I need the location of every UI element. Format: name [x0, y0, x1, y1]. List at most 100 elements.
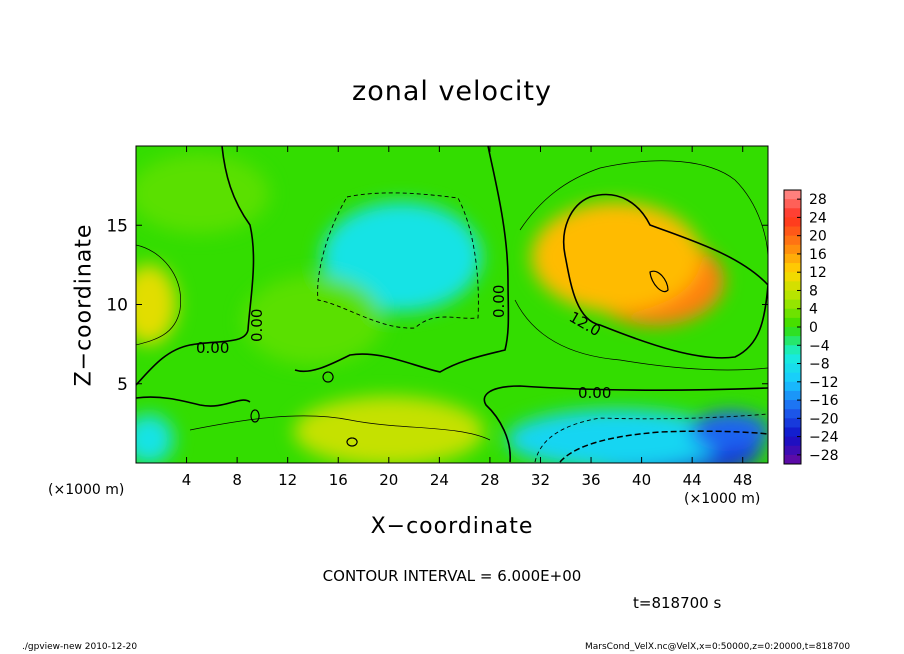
contour-zero-lower — [483, 385, 768, 463]
y-tick-label: 15 — [106, 216, 128, 236]
contour-minus-six-lower — [534, 413, 768, 463]
time-stamp: t=818700 s — [633, 594, 722, 612]
colorbar-segment — [784, 390, 801, 401]
colorbar-segment — [784, 226, 801, 237]
colorbar-segment — [784, 263, 801, 273]
x-tick-label: 48 — [733, 471, 752, 489]
field-blob — [506, 409, 727, 463]
colorbar-segment — [784, 381, 801, 392]
footer-data-source: MarsCond_VelX.nc@VelX,x=0:50000,z=0:2000… — [585, 642, 851, 652]
colorbar-label: −24 — [809, 430, 839, 446]
colorbar-segment — [784, 372, 801, 383]
y-axis-unit: (×1000 m) — [48, 482, 125, 498]
colorbar-label: 0 — [809, 320, 818, 336]
colorbar-segment — [784, 345, 801, 355]
x-tick-label: 44 — [683, 471, 702, 489]
colorbar-segment — [784, 454, 801, 465]
colorbar-segment — [784, 299, 801, 310]
x-axis-label: X−coordinate — [370, 514, 534, 539]
x-tick-label: 8 — [232, 471, 242, 489]
field-blob — [136, 264, 177, 345]
colorbar: 28 24 20 16 12 8 4 0 −4 −8 −12 −16 −20 −24 −28 — [783, 189, 839, 465]
colorbar-segment — [784, 281, 801, 291]
colorbar-label: −20 — [809, 411, 839, 427]
colorbar-label: −4 — [809, 338, 830, 354]
y-tick-label: 5 — [117, 375, 128, 395]
colorbar-label: 24 — [809, 210, 827, 226]
colorbar-segment — [784, 290, 801, 301]
x-tick-label: 36 — [581, 471, 600, 489]
x-axis-unit: (×1000 m) — [684, 491, 761, 507]
x-tick-label: 40 — [632, 471, 651, 489]
colorbar-label: 4 — [809, 302, 818, 318]
colorbar-segment — [784, 190, 801, 200]
x-tick-label: 4 — [182, 471, 192, 489]
contour-zero-center — [294, 146, 510, 373]
colorbar-segment — [784, 327, 801, 337]
contour-six-left — [136, 244, 181, 346]
colorbar-segment — [784, 272, 801, 282]
colorbar-segment — [784, 445, 801, 456]
colorbar-label: −16 — [809, 393, 839, 409]
y-axis: 5 10 15 — [106, 216, 768, 395]
contour-twelve — [563, 193, 768, 359]
colorbar-label: 28 — [809, 192, 827, 208]
colorbar-segment — [784, 253, 801, 264]
contour-small-islands — [250, 371, 358, 447]
x-tick-label: 24 — [430, 471, 449, 489]
colorbar-label: 12 — [809, 265, 827, 281]
x-axis: 4 8 12 16 20 24 28 32 36 40 44 48 — [182, 146, 752, 489]
colorbar-segment — [784, 418, 801, 428]
contour-minus-twelve — [559, 430, 768, 463]
x-tick-label: 12 — [278, 471, 297, 489]
contour-six-lower — [189, 415, 491, 441]
colorbar-segment — [784, 400, 801, 410]
colorbar-segment — [784, 336, 801, 346]
x-tick-label: 32 — [531, 471, 550, 489]
colorbar-segment — [784, 354, 801, 365]
x-tick-label: 16 — [329, 471, 348, 489]
contour-interval: CONTOUR INTERVAL = 6.000E+00 — [322, 567, 582, 585]
contour-eighteen — [649, 270, 669, 293]
colorbar-label: 16 — [809, 247, 827, 263]
contour-label: 0.00 — [490, 285, 508, 318]
colorbar-segment — [784, 199, 801, 209]
contour-lines — [136, 146, 768, 463]
colorbar-segment — [784, 308, 801, 319]
y-tick-label: 10 — [106, 296, 128, 316]
contour-label: 0.00 — [196, 339, 229, 357]
field-blob — [321, 201, 482, 312]
field-blob — [531, 201, 702, 312]
colorbar-segment — [784, 244, 801, 255]
colorbar-label: −28 — [809, 448, 839, 464]
colorbar-segment — [784, 363, 801, 374]
colorbar-segment — [784, 436, 801, 447]
velocity-field — [136, 153, 768, 463]
contour-label: 0.00 — [578, 384, 611, 402]
x-tick-label: 20 — [379, 471, 398, 489]
field-blob — [242, 275, 383, 366]
colorbar-segment — [784, 409, 801, 419]
colorbar-segment — [784, 317, 801, 328]
colorbar-segment — [784, 208, 801, 218]
contour-minus-six-upper — [317, 192, 479, 329]
field-blob — [293, 396, 484, 463]
contour-zero-lower-left — [136, 396, 251, 407]
x-tick-label: 28 — [480, 471, 499, 489]
footer-program-date: ./gpview-new 2010-12-20 — [22, 642, 138, 652]
colorbar-label: −12 — [809, 375, 839, 391]
colorbar-label: 8 — [809, 283, 818, 299]
contour-six-right — [514, 160, 768, 371]
chart-title: zonal velocity — [352, 76, 552, 107]
field-blob — [136, 414, 174, 463]
colorbar-segment — [784, 235, 801, 246]
contour-zero-upper-left — [136, 146, 255, 386]
y-axis-label: Z−coordinate — [71, 223, 97, 387]
colorbar-segment — [784, 217, 801, 228]
field-blob — [136, 153, 270, 234]
colorbar-label: 20 — [809, 229, 827, 245]
colorbar-segment — [784, 427, 801, 438]
contour-label: 0.00 — [248, 309, 266, 342]
colorbar-label: −8 — [809, 357, 830, 373]
